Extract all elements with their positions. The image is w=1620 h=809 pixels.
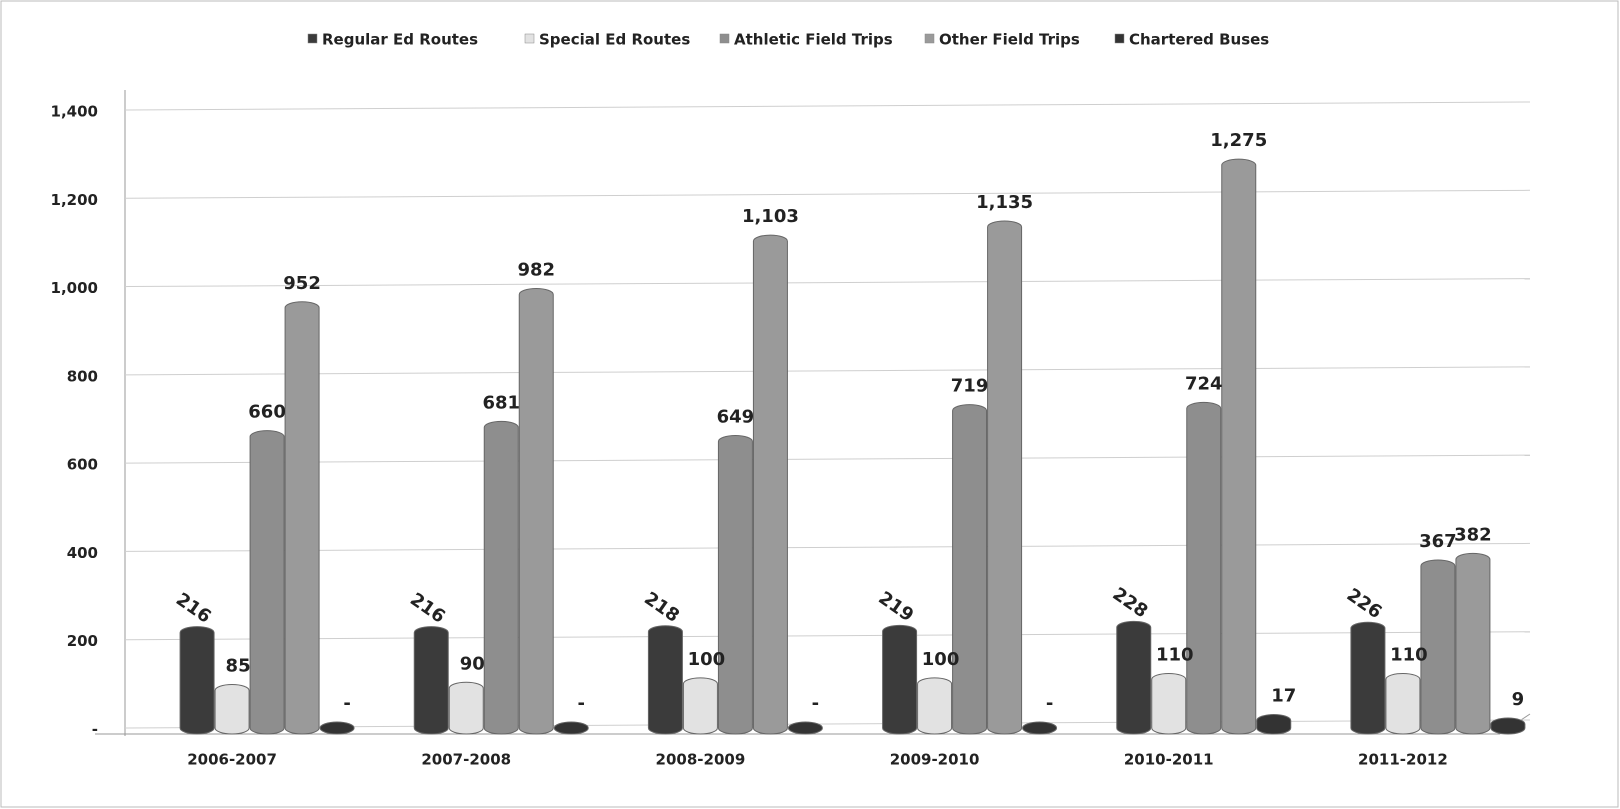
legend-swatch — [307, 33, 318, 44]
bar — [1022, 721, 1058, 735]
grid-line — [124, 719, 1531, 729]
bar — [214, 683, 250, 735]
legend-label: Athletic Field Trips — [734, 31, 893, 49]
bar — [179, 626, 215, 735]
bar — [1490, 717, 1526, 735]
bar — [1221, 158, 1257, 735]
data-label: 219 — [874, 588, 917, 627]
bar — [1256, 713, 1292, 735]
y-tick-label: 1,200 — [51, 191, 98, 209]
bar — [553, 721, 589, 735]
legend-swatch — [719, 33, 730, 44]
bar — [284, 301, 320, 735]
grid-line — [124, 366, 1531, 376]
legend-swatch — [924, 33, 935, 44]
data-label: 649 — [717, 407, 755, 428]
bar — [319, 721, 355, 735]
data-label: 110 — [1156, 644, 1194, 665]
data-label: 1,103 — [742, 206, 799, 227]
x-tick-label: 2010-2011 — [1124, 751, 1214, 769]
legend-swatch — [524, 33, 535, 44]
data-label: 17 — [1271, 685, 1296, 706]
legend-label: Chartered Buses — [1129, 31, 1269, 49]
y-tick-label: - — [92, 721, 98, 739]
grid-line — [124, 542, 1531, 552]
data-label: 100 — [922, 649, 960, 670]
y-tick-label: 600 — [67, 456, 98, 474]
x-tick-label: 2006-2007 — [187, 751, 277, 769]
data-label: 660 — [248, 402, 286, 423]
data-label: 9 — [1512, 689, 1525, 710]
legend-swatch — [1114, 33, 1125, 44]
bar — [987, 220, 1023, 735]
grid-line — [124, 278, 1531, 288]
bar — [917, 677, 953, 735]
bar — [682, 677, 718, 735]
data-label: - — [578, 693, 585, 714]
bar — [787, 721, 823, 735]
x-tick-label: 2011-2012 — [1358, 751, 1448, 769]
data-label: 382 — [1454, 524, 1492, 545]
data-label: 85 — [226, 655, 251, 676]
data-label: 228 — [1109, 584, 1152, 623]
data-label: 724 — [1185, 373, 1223, 394]
data-label: 367 — [1419, 531, 1457, 552]
data-label: - — [1046, 693, 1053, 714]
data-label: 1,275 — [1210, 130, 1267, 151]
data-label: 952 — [283, 273, 321, 294]
bar — [518, 288, 554, 735]
legend-label: Special Ed Routes — [539, 31, 690, 49]
data-label: 982 — [517, 260, 555, 281]
data-label: 216 — [406, 589, 449, 628]
data-label: 110 — [1390, 644, 1428, 665]
data-label: 90 — [460, 653, 485, 674]
bar — [483, 420, 519, 735]
data-label: - — [343, 693, 350, 714]
bar — [1455, 552, 1491, 735]
grid-line — [124, 631, 1531, 641]
bar — [1420, 559, 1456, 735]
data-label: 1,135 — [976, 192, 1033, 213]
bar — [1186, 401, 1222, 735]
y-tick-label: 1,000 — [51, 279, 98, 297]
y-tick-label: 1,400 — [51, 103, 98, 121]
legend-label: Other Field Trips — [939, 31, 1080, 49]
legend-label: Regular Ed Routes — [322, 31, 478, 49]
bar — [952, 404, 988, 735]
data-label: 681 — [482, 392, 520, 413]
bar — [647, 625, 683, 735]
data-label: 218 — [640, 588, 683, 627]
x-tick-label: 2007-2008 — [421, 751, 511, 769]
data-label: - — [812, 693, 819, 714]
x-tick-label: 2008-2009 — [656, 751, 746, 769]
bar — [1151, 672, 1187, 735]
bar — [249, 430, 285, 735]
y-tick-label: 800 — [67, 367, 98, 385]
bar — [1116, 620, 1152, 735]
data-label: 216 — [172, 589, 215, 628]
x-tick-label: 2009-2010 — [890, 751, 980, 769]
bar — [413, 626, 449, 735]
bar — [752, 234, 788, 735]
data-label: 719 — [951, 376, 989, 397]
grid-line — [124, 454, 1531, 464]
bar — [448, 681, 484, 735]
bar — [1350, 621, 1386, 735]
y-tick-label: 400 — [67, 544, 98, 562]
grid-line — [124, 189, 1531, 199]
data-label: 100 — [688, 649, 726, 670]
bar — [1385, 672, 1421, 735]
y-tick-label: 200 — [67, 632, 98, 650]
bar — [717, 435, 753, 735]
bar — [882, 624, 918, 735]
data-label: 226 — [1343, 584, 1386, 623]
grid-line — [124, 101, 1531, 111]
